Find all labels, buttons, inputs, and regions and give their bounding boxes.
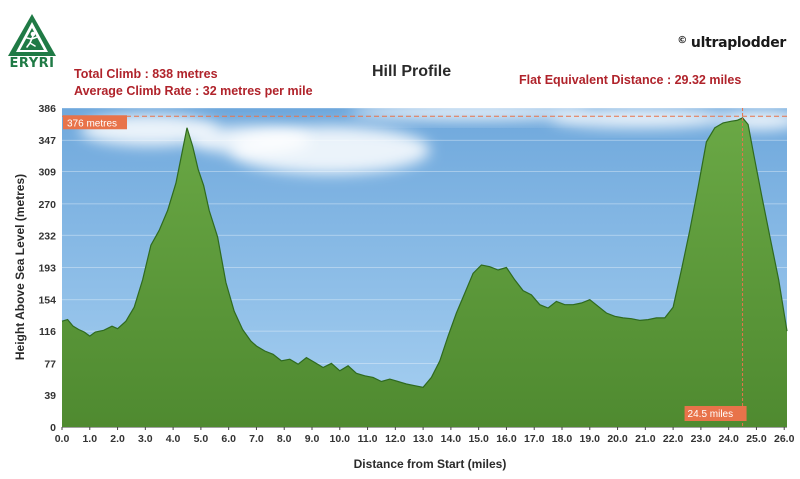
- x-tick-label: 16.0: [496, 433, 517, 445]
- y-tick-label: 77: [44, 358, 56, 370]
- x-tick-label: 13.0: [413, 433, 434, 445]
- x-tick-label: 12.0: [385, 433, 406, 445]
- chart-title: Hill Profile: [372, 63, 452, 80]
- x-tick-label: 1.0: [82, 433, 97, 445]
- x-tick-label: 26.0: [774, 433, 795, 445]
- y-tick-label: 193: [38, 263, 56, 275]
- x-tick-label: 22.0: [663, 433, 684, 445]
- x-tick-label: 19.0: [580, 433, 601, 445]
- x-tick-label: 15.0: [468, 433, 489, 445]
- x-tick-label: 18.0: [552, 433, 573, 445]
- avg-climb-rate-stat: Average Climb Rate : 32 metres per mile: [74, 84, 313, 98]
- x-tick-label: 21.0: [635, 433, 656, 445]
- y-tick-label: 386: [38, 103, 56, 115]
- max-height-tag: [63, 115, 127, 130]
- x-tick-label: 14.0: [441, 433, 462, 445]
- x-tick-label: 5.0: [194, 433, 209, 445]
- mountain-runner-logo-icon: [8, 14, 56, 56]
- elevation-area: [62, 117, 787, 428]
- x-tick-label: 8.0: [277, 433, 292, 445]
- cloud: [550, 108, 730, 128]
- x-tick-label: 23.0: [691, 433, 712, 445]
- y-tick-label: 39: [44, 390, 56, 402]
- x-tick-label: 2.0: [110, 433, 125, 445]
- flat-equivalent-stat: Flat Equivalent Distance : 29.32 miles: [519, 73, 742, 87]
- x-tick-label: 24.0: [718, 433, 739, 445]
- y-tick-label: 116: [39, 326, 56, 338]
- x-tick-label: 4.0: [166, 433, 181, 445]
- x-tick-label: 17.0: [524, 433, 545, 445]
- max-distance-label: 24.5 miles: [688, 409, 734, 420]
- y-axis-title: Height Above Sea Level (metres): [13, 174, 27, 360]
- x-tick-label: 20.0: [607, 433, 628, 445]
- x-tick-label: 0.0: [55, 433, 70, 445]
- x-tick-label: 6.0: [221, 433, 236, 445]
- brand-name: ultraplodder: [690, 35, 786, 51]
- x-tick-label: 11.0: [358, 433, 378, 445]
- x-axis-ticks: 0.0 1.0 2.0 3.0 4.0 5.0 6.0 7.0 8.0 9.0 10.0 11.0 12…: [55, 427, 795, 445]
- ultraplodder-brand: © ultraplodder: [677, 35, 786, 51]
- x-axis-title: Distance from Start (miles): [354, 457, 507, 471]
- eryri-marathon-logo: ERYRI: [6, 12, 58, 76]
- y-tick-label: 347: [38, 135, 56, 147]
- cloud: [190, 126, 310, 154]
- max-markers: 376 metres 24.5 miles: [62, 108, 787, 427]
- cloud: [350, 104, 590, 120]
- x-tick-label: 9.0: [305, 433, 320, 445]
- max-distance-tag: [684, 406, 747, 421]
- elevation-line: [61, 117, 788, 388]
- x-tick-label: 3.0: [138, 433, 153, 445]
- x-tick-label: 25.0: [746, 433, 767, 445]
- max-height-label: 376 metres: [67, 118, 117, 129]
- copyright-icon: ©: [677, 35, 687, 46]
- x-tick-label: 7.0: [249, 433, 264, 445]
- y-axis-ticks: 0 39 77 116 154 193 232 270 309 347 386: [38, 103, 56, 434]
- y-tick-label: 232: [38, 230, 56, 242]
- y-tick-label: 154: [38, 295, 56, 307]
- total-climb-stat: Total Climb : 838 metres: [74, 67, 218, 81]
- logo-wordmark: ERYRI: [9, 56, 55, 71]
- y-tick-label: 309: [38, 167, 56, 179]
- x-tick-label: 10.0: [330, 433, 351, 445]
- y-tick-label: 0: [50, 422, 56, 434]
- y-tick-label: 270: [38, 199, 56, 211]
